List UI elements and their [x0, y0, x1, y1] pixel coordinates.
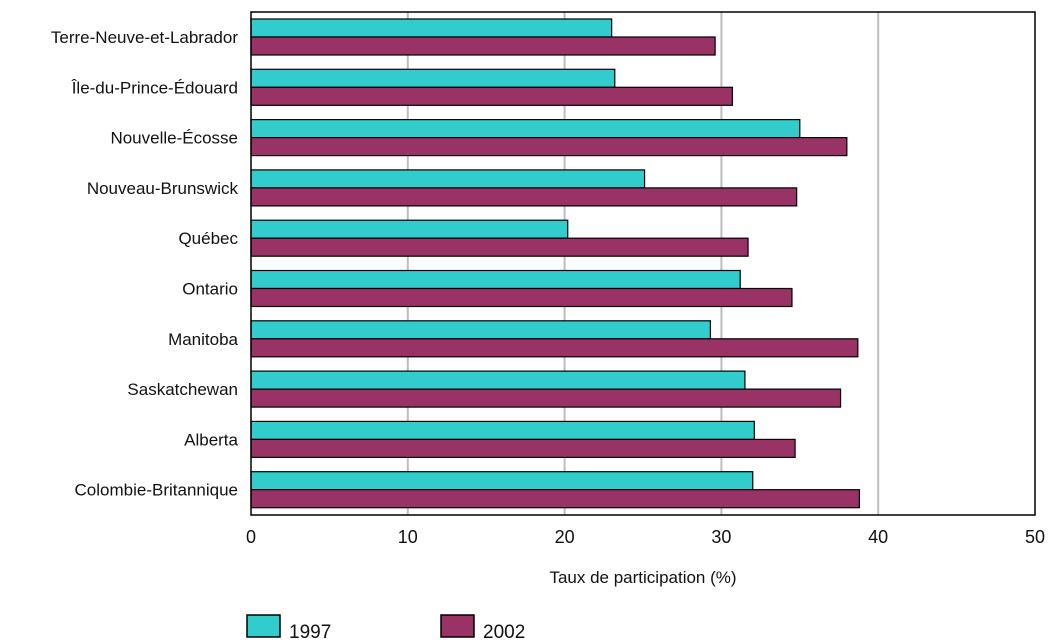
bars [250, 18, 860, 509]
category-label: Terre-Neuve-et-Labrador [51, 28, 238, 47]
bar-2002 [250, 36, 716, 56]
x-tick-label: 40 [868, 527, 888, 547]
bar-2002 [250, 438, 796, 458]
category-label: Québec [178, 229, 238, 248]
category-label: Ontario [182, 280, 238, 299]
x-tick-label: 50 [1025, 527, 1045, 547]
bar-2002 [250, 338, 859, 358]
category-label: Saskatchewan [127, 380, 238, 399]
bar-1997 [250, 269, 741, 290]
x-axis-title: Taux de participation (%) [549, 568, 736, 587]
bar-1997 [250, 68, 616, 88]
legend-label: 2002 [483, 622, 525, 640]
x-tick-label: 20 [555, 527, 575, 547]
legend: 1997 2002 [246, 614, 525, 640]
bar-2002 [250, 237, 749, 257]
bar-2002 [250, 86, 733, 106]
bar-1997 [250, 118, 801, 139]
x-tick-label: 10 [398, 527, 418, 547]
x-tick-label: 0 [246, 527, 256, 547]
category-label: Nouvelle-Écosse [110, 129, 238, 148]
category-label: Île-du-Prince-Édouard [71, 78, 238, 97]
legend-swatch [440, 614, 475, 638]
bar-1997 [250, 471, 754, 491]
x-tick-labels: 0 10 20 30 40 50 [246, 527, 1045, 547]
x-tick-label: 30 [711, 527, 731, 547]
bar-1997 [250, 18, 613, 38]
bar-1997 [250, 169, 646, 189]
category-labels: Terre-Neuve-et-Labrador Île-du-Prince-Édo… [51, 28, 239, 500]
bar-2002 [250, 287, 793, 308]
bar-2002 [250, 489, 860, 509]
legend-swatch [246, 614, 281, 638]
category-label: Colombie-Britannique [75, 481, 238, 500]
bar-2002 [250, 187, 798, 207]
legend-label: 1997 [289, 622, 331, 640]
category-label: Manitoba [168, 330, 238, 349]
bar-1997 [250, 370, 746, 390]
category-label: Alberta [184, 430, 238, 449]
bar-1997 [250, 219, 569, 239]
bar-2002 [250, 137, 848, 157]
plot-frame [250, 11, 1036, 516]
bar-1997 [250, 320, 712, 340]
category-label: Nouveau-Brunswick [87, 179, 239, 198]
bar-2002 [250, 388, 842, 408]
bar-1997 [250, 420, 755, 440]
